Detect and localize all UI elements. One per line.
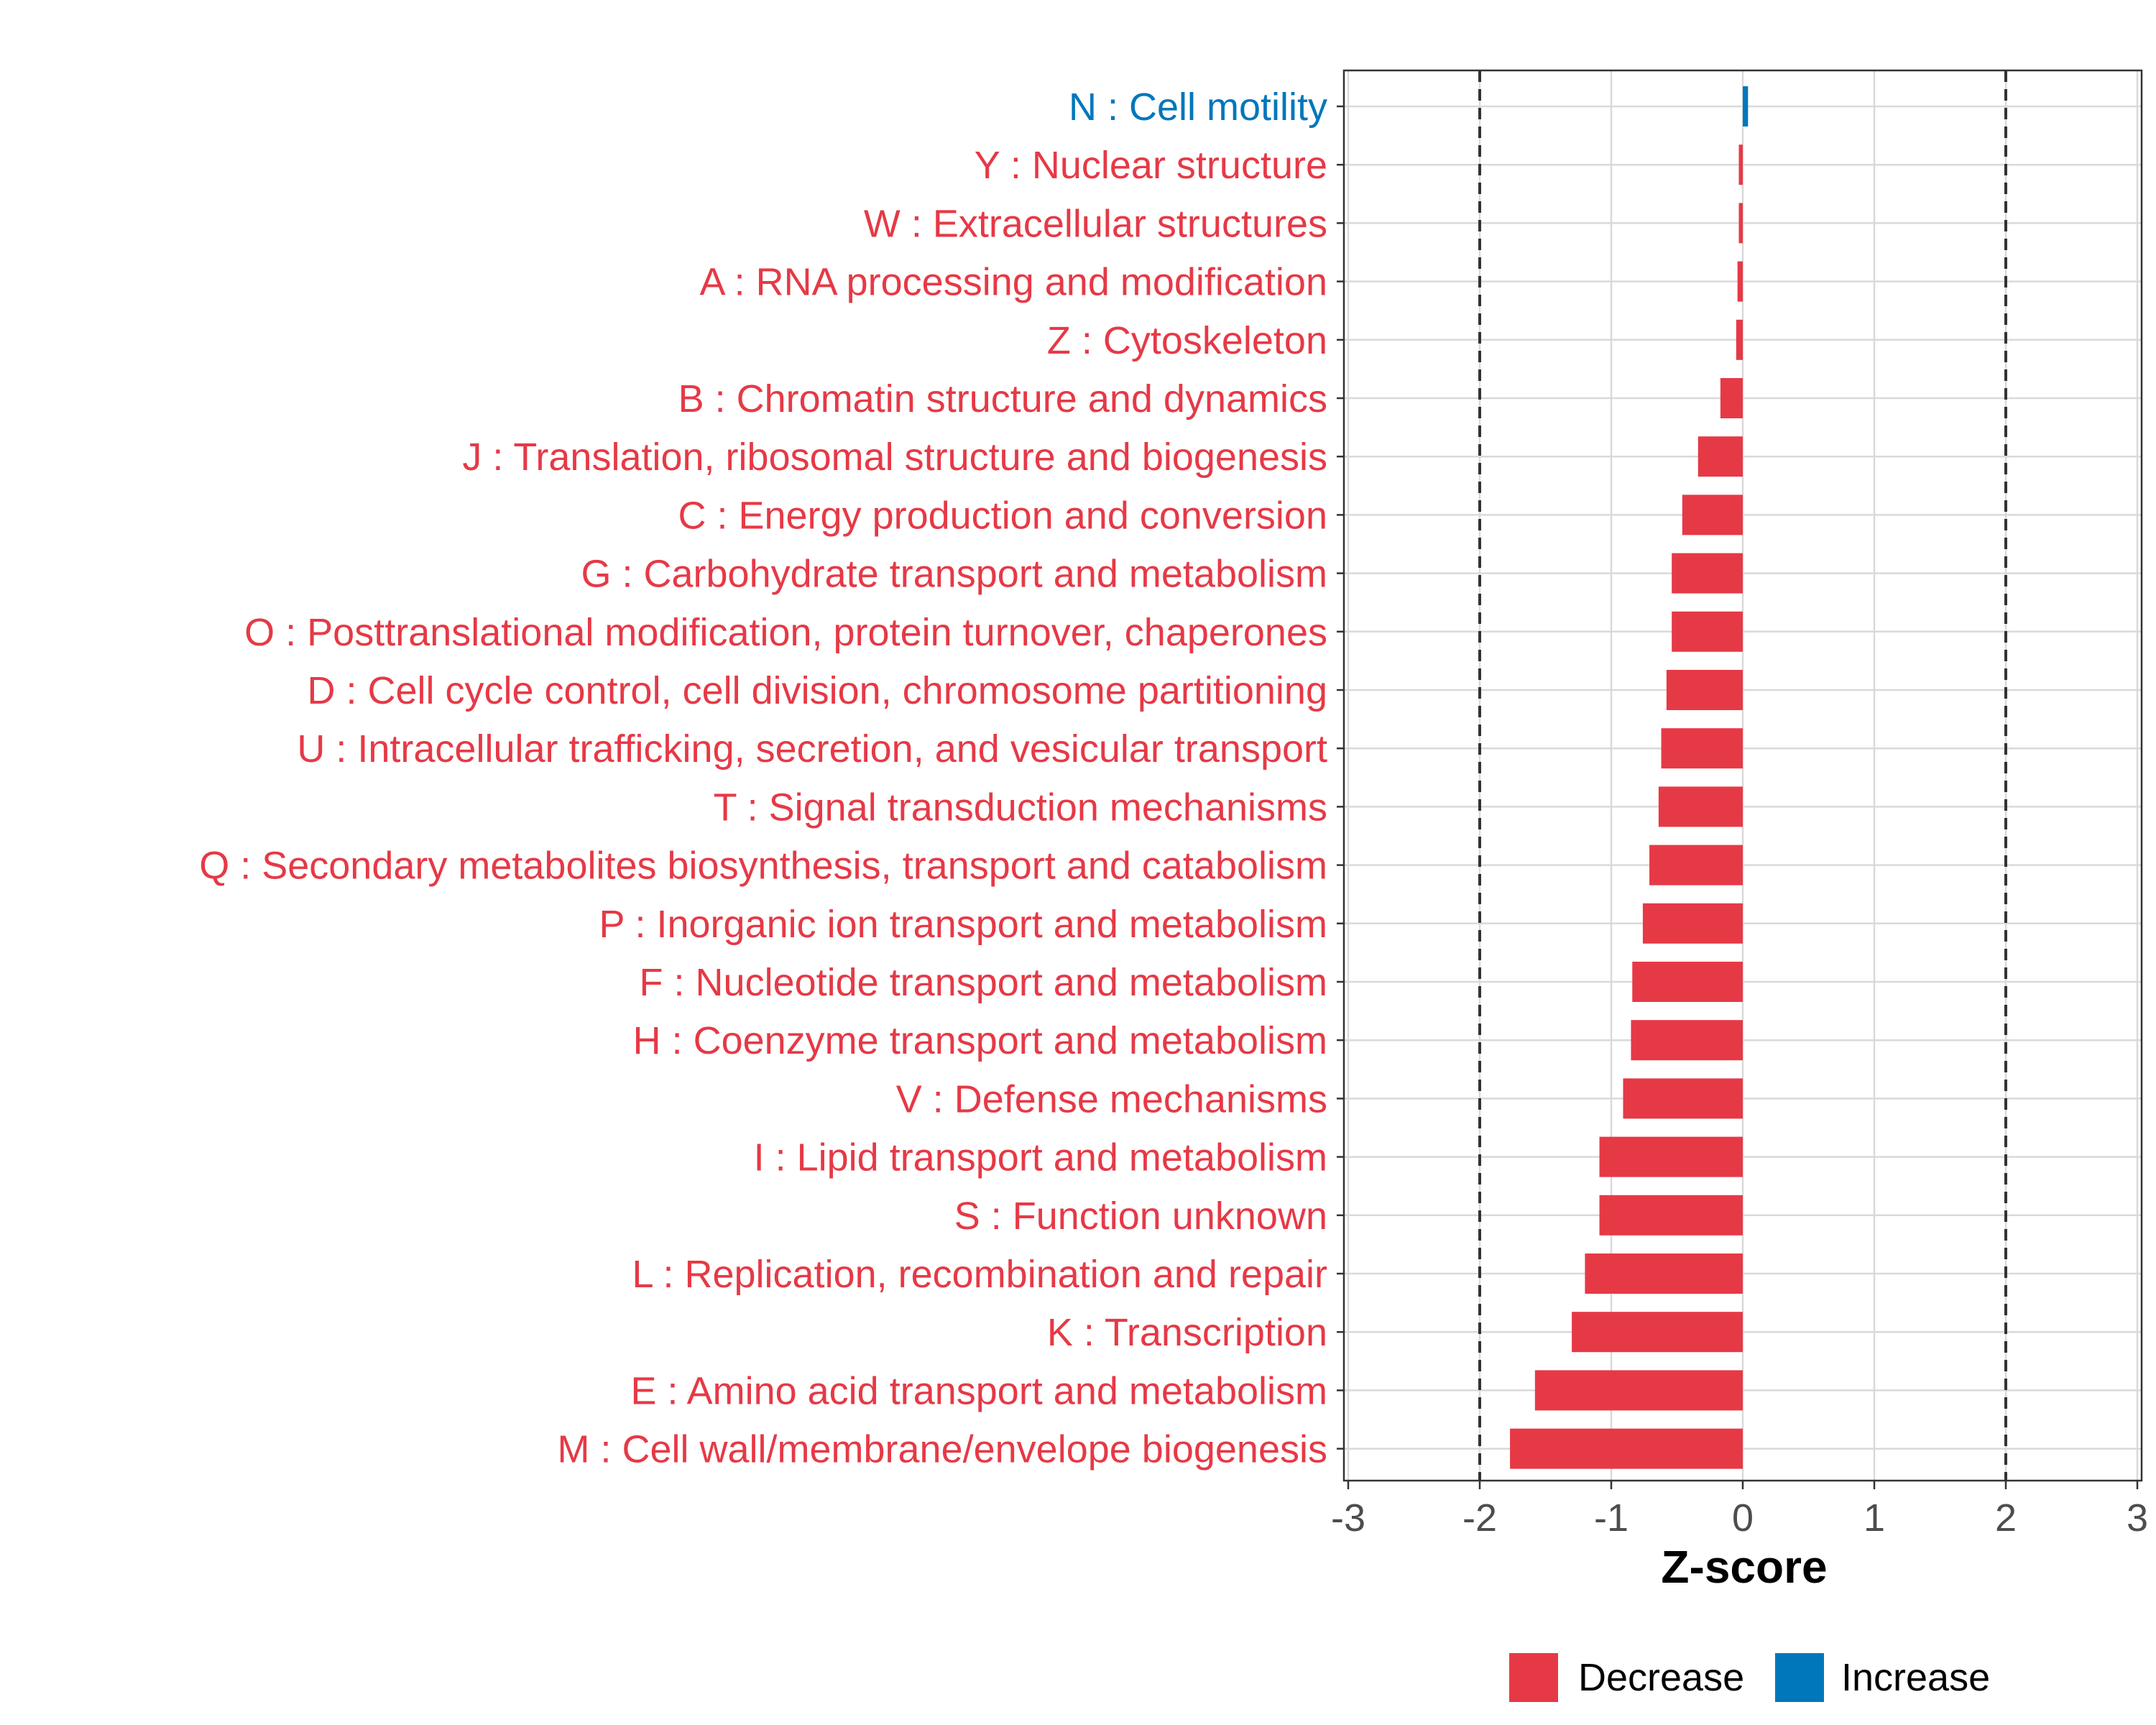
category-label: Z : Cytoskeleton [1047, 319, 1327, 362]
bar [1672, 553, 1743, 594]
category-label: B : Chromatin structure and dynamics [678, 377, 1327, 420]
x-tick-label: 3 [2127, 1496, 2148, 1540]
x-tick-label: -2 [1462, 1496, 1497, 1540]
bar [1672, 611, 1743, 652]
category-label: E : Amino acid transport and metabolism [631, 1369, 1327, 1412]
category-label: C : Energy production and conversion [678, 494, 1327, 537]
legend-increase-label: Increase [1841, 1656, 1990, 1699]
legend-decrease-swatch [1509, 1653, 1558, 1702]
bar [1510, 1428, 1743, 1469]
x-tick-label: -1 [1594, 1496, 1628, 1540]
bar [1572, 1312, 1743, 1353]
bar [1642, 903, 1743, 944]
reference-lines [1478, 70, 2007, 1481]
bar [1720, 378, 1743, 418]
bar [1682, 494, 1743, 535]
category-label: Q : Secondary metabolites biosynthesis, … [199, 845, 1327, 888]
bar [1697, 436, 1743, 477]
x-tick-label: 0 [1732, 1496, 1754, 1540]
category-label: M : Cell wall/membrane/envelope biogenes… [557, 1428, 1327, 1471]
category-label: T : Signal transduction mechanisms [714, 786, 1327, 829]
category-label: N : Cell motility [1069, 86, 1327, 129]
x-axis-ticks: -3 -2 -1 0 1 2 3 [1331, 1481, 2148, 1540]
bar [1631, 1020, 1743, 1061]
bar [1534, 1370, 1743, 1411]
category-label: F : Nucleotide transport and metabolism [640, 961, 1327, 1004]
category-label: K : Transcription [1047, 1311, 1327, 1354]
bar [1666, 670, 1743, 710]
category-labels: N : Cell motility Y : Nuclear structure W … [199, 86, 1344, 1471]
bar [1743, 86, 1749, 126]
category-label: V : Defense mechanisms [896, 1077, 1327, 1121]
category-label: J : Translation, ribosomal structure and… [462, 436, 1327, 479]
bar [1585, 1254, 1743, 1294]
category-label: A : RNA processing and modification [700, 261, 1327, 304]
bar [1623, 1078, 1743, 1119]
category-label: L : Replication, recombination and repai… [632, 1253, 1327, 1296]
bar [1738, 203, 1743, 244]
bar [1661, 728, 1743, 769]
category-label: H : Coenzyme transport and metabolism [633, 1019, 1327, 1062]
legend-decrease-label: Decrease [1578, 1656, 1744, 1699]
category-label: D : Cell cycle control, cell division, c… [307, 669, 1327, 712]
bar [1632, 962, 1743, 1002]
category-label: O : Posttranslational modification, prot… [244, 611, 1327, 654]
x-tick-label: 1 [1864, 1496, 1885, 1540]
bar [1737, 261, 1743, 302]
bar [1658, 786, 1743, 827]
category-label: S : Function unknown [954, 1195, 1327, 1238]
bar [1599, 1195, 1743, 1236]
bar [1736, 319, 1743, 360]
bar [1649, 845, 1743, 886]
x-tick-label: 2 [1995, 1496, 2017, 1540]
category-label: P : Inorganic ion transport and metaboli… [599, 903, 1327, 946]
bar [1599, 1136, 1743, 1177]
x-tick-label: -3 [1331, 1496, 1365, 1540]
category-label: U : Intracellular trafficking, secretion… [297, 727, 1327, 770]
category-label: G : Carbohydrate transport and metabolis… [581, 553, 1328, 596]
category-label: I : Lipid transport and metabolism [754, 1136, 1327, 1179]
bar [1738, 144, 1743, 185]
category-label: W : Extracellular structures [864, 202, 1327, 245]
bars [1510, 86, 1749, 1469]
category-label: Y : Nuclear structure [975, 144, 1327, 187]
legend-increase-swatch [1775, 1653, 1824, 1702]
x-axis-title: Z-score [1661, 1541, 1827, 1593]
legend: Decrease Increase [1509, 1653, 1990, 1702]
